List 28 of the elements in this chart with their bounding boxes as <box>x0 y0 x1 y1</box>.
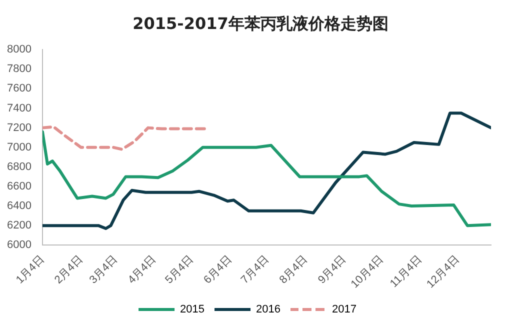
chart-title: 2015-2017年苯丙乳液价格走势图 <box>132 14 390 35</box>
y-tick-label: 7600 <box>6 82 32 95</box>
x-tick-label: 12月4日 <box>424 254 462 291</box>
x-tick-label: 11月4日 <box>388 254 424 290</box>
y-tick-label: 7000 <box>6 141 32 154</box>
y-tick-label: 7400 <box>6 102 32 114</box>
y-tick-label: 6000 <box>6 239 32 252</box>
x-tick-label: 4月4日 <box>126 254 159 286</box>
y-tick-label: 6800 <box>6 160 32 173</box>
x-tick-label: 7月4日 <box>238 254 272 286</box>
legend-label: 2016 <box>256 304 280 316</box>
x-tick-label: 10月4日 <box>348 254 386 291</box>
x-tick-label: 6月4日 <box>202 254 234 286</box>
y-tick-label: 7800 <box>6 63 32 76</box>
x-tick-label: 1月4日 <box>14 254 47 286</box>
x-tick-label: 2月4日 <box>52 254 86 286</box>
line-series <box>42 125 207 151</box>
x-tick-label: 9月4日 <box>316 254 349 286</box>
legend-label: 2017 <box>332 304 356 316</box>
y-tick-label: 7200 <box>6 122 32 134</box>
y-tick-label: 6400 <box>6 200 32 212</box>
y-tick-label: 6200 <box>6 220 32 232</box>
y-tick-label: 6600 <box>6 180 32 193</box>
x-tick-label: 8月4日 <box>277 254 310 286</box>
x-tick-label: 3月4日 <box>87 254 120 286</box>
legend-label: 2015 <box>180 304 205 316</box>
y-tick-label: 8000 <box>6 44 32 56</box>
x-tick-label: 5月4日 <box>163 254 196 286</box>
